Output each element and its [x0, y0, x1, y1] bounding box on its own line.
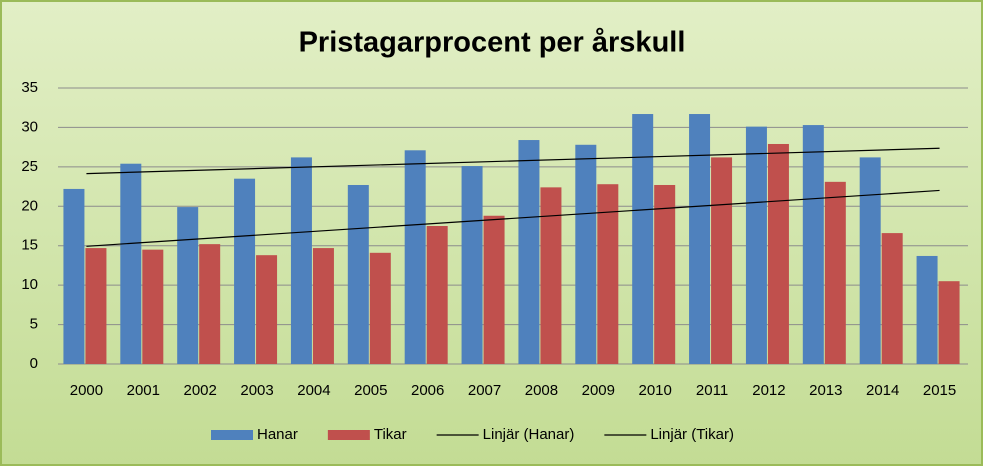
legend-swatch: [211, 430, 253, 440]
bar: [575, 144, 597, 364]
x-tick-label: 2014: [866, 382, 899, 399]
bar: [234, 178, 256, 364]
bar: [120, 163, 142, 364]
legend-label: Linjär (Hanar): [483, 426, 575, 443]
trend-line: [86, 147, 940, 175]
bar: [256, 255, 278, 364]
x-tick-label: 2010: [639, 382, 672, 399]
bar: [916, 255, 938, 364]
y-tick-label: 5: [30, 316, 38, 333]
legend-swatch: [327, 430, 370, 440]
bar: [63, 188, 85, 364]
bar: [802, 125, 824, 364]
bar: [745, 126, 767, 364]
y-tick-label: 35: [21, 79, 38, 96]
y-tick-label: 10: [21, 276, 38, 293]
bar: [859, 157, 881, 364]
x-tick-label: 2004: [297, 382, 330, 399]
bar: [461, 166, 483, 364]
x-tick-label: 2003: [240, 382, 273, 399]
bar: [881, 233, 903, 364]
bar: [177, 207, 199, 364]
bar: [689, 114, 711, 364]
bar: [347, 184, 369, 364]
bar: [369, 252, 391, 364]
bar: [518, 140, 540, 364]
x-tick-label: 2011: [696, 382, 728, 399]
bar: [483, 215, 505, 364]
bar: [654, 184, 676, 364]
x-tick-label: 2015: [923, 382, 956, 399]
bar: [711, 157, 733, 364]
bar: [312, 248, 334, 364]
y-tick-label: 25: [21, 158, 38, 175]
x-tick-label: 2002: [184, 382, 217, 399]
x-tick-label: 2001: [127, 382, 160, 399]
bar: [540, 187, 562, 364]
y-tick-label: 20: [21, 197, 38, 214]
bar: [767, 143, 789, 364]
bar: [938, 281, 960, 364]
y-tick-label: 0: [30, 355, 38, 372]
bar: [597, 184, 619, 364]
bar: [632, 114, 654, 364]
bar: [824, 181, 846, 364]
bar: [142, 249, 164, 364]
bar: [85, 248, 107, 364]
legend-label: Linjär (Tikar): [650, 426, 734, 443]
y-tick-label: 15: [21, 237, 38, 254]
x-tick-label: 2009: [582, 382, 615, 399]
bar: [199, 244, 221, 364]
chart-title: Pristagarprocent per årskull: [299, 27, 686, 59]
y-tick-label: 30: [21, 118, 38, 135]
x-tick-label: 2000: [70, 382, 103, 399]
bar: [404, 150, 426, 364]
bar: [290, 157, 312, 364]
x-tick-label: 2013: [809, 382, 842, 399]
x-tick-label: 2008: [525, 382, 558, 399]
trend-line: [86, 189, 940, 247]
legend-label: Tikar: [374, 426, 407, 443]
x-tick-label: 2012: [752, 382, 785, 399]
x-tick-label: 2005: [354, 382, 387, 399]
legend-label: Hanar: [257, 426, 298, 443]
x-tick-label: 2007: [468, 382, 501, 399]
bar: [426, 226, 448, 364]
x-tick-label: 2006: [411, 382, 444, 399]
